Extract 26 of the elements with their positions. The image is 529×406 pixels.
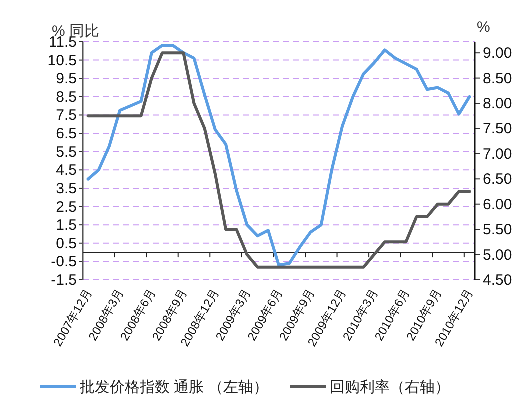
legend-label: 批发价格指数 通胀 （左轴） [80, 379, 268, 396]
y-tick-label: 9.5 [56, 70, 77, 88]
y2-tick-label: 8.00 [483, 96, 512, 113]
y-tick-label: 5.5 [56, 144, 77, 161]
y2-axis-title: % [477, 19, 490, 36]
y-tick-label: -1.5 [51, 272, 77, 289]
y-tick-label: 0.5 [56, 235, 77, 252]
y-tick-label: 2.5 [56, 198, 77, 216]
y2-tick-label: 7.50 [483, 120, 512, 138]
y2-tick-label: 5.00 [483, 246, 512, 264]
y-tick-label: 10.5 [48, 52, 77, 70]
y-tick-label: 8.5 [56, 88, 77, 106]
legend-label: 回购利率（右轴） [330, 379, 450, 396]
y-tick-label: 7.5 [56, 107, 77, 124]
y2-tick-label: 7.00 [483, 146, 512, 163]
y2-tick-label: 4.50 [483, 272, 512, 289]
y-tick-label: 6.5 [56, 126, 77, 143]
y2-tick-label: 8.50 [483, 70, 512, 88]
y-tick-label: 1.5 [56, 217, 77, 234]
y-tick-label: 4.5 [56, 162, 77, 180]
y2-tick-label: 9.00 [483, 45, 512, 62]
y-tick-label: -0.5 [51, 254, 77, 271]
y-tick-label: 3.5 [56, 180, 77, 198]
y2-tick-label: 6.00 [483, 196, 512, 214]
y2-tick-label: 5.50 [483, 222, 512, 239]
y2-tick-label: 6.50 [483, 171, 512, 188]
